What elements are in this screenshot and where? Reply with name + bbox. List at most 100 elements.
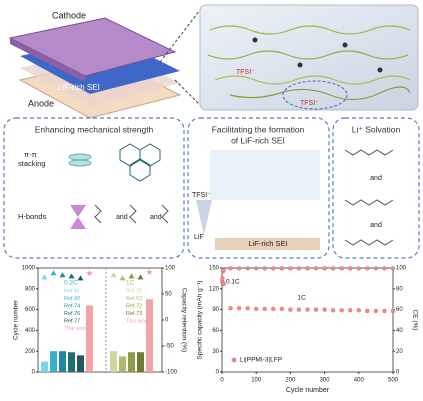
legend-marker xyxy=(231,357,237,363)
y2-axis-label: Capacity retention (%) xyxy=(180,288,187,352)
bar xyxy=(119,356,126,372)
panel-frame xyxy=(3,117,185,259)
anion-label: TFSI⁻ xyxy=(300,100,319,107)
panel-label: TFSI⁻ xyxy=(192,192,211,199)
legend-entry: Ref.60 xyxy=(64,296,80,302)
y-tick-label: 800 xyxy=(25,286,36,292)
data-point xyxy=(390,266,396,271)
x-tick-label: 0 xyxy=(220,378,224,384)
panel-title: Facilitating the formation xyxy=(212,124,305,134)
data-point xyxy=(245,266,250,271)
y-tick-label: 200 xyxy=(25,349,36,355)
y-axis-label: Cycle number xyxy=(13,299,20,340)
cathode-layer xyxy=(8,17,177,77)
bar xyxy=(146,299,153,372)
legend-entry: Ref.76 xyxy=(64,311,80,317)
retention-star xyxy=(86,269,93,277)
data-point xyxy=(254,266,259,271)
polymer-chain xyxy=(209,25,411,35)
data-point xyxy=(322,307,327,312)
data-point xyxy=(339,266,344,271)
retention-marker xyxy=(50,270,57,276)
data-point xyxy=(220,276,225,281)
data-point xyxy=(373,308,379,314)
data-point xyxy=(279,306,285,312)
data-point xyxy=(236,266,242,271)
data-point xyxy=(296,266,302,271)
panel-frame xyxy=(187,117,330,259)
panel-label: π-π xyxy=(24,150,37,159)
data-point xyxy=(365,308,370,314)
data-point xyxy=(262,266,267,271)
legend-entry: Ref.63 xyxy=(126,296,142,302)
polymer-chain xyxy=(207,50,409,60)
data-point xyxy=(330,308,336,313)
panel-label: LiF-rich SEI xyxy=(248,239,287,248)
group-label: 1C xyxy=(126,280,135,287)
y2-tick-label: 40 xyxy=(396,328,403,334)
y2-tick-label: 0 xyxy=(165,318,169,324)
data-point xyxy=(322,266,327,271)
legend-entry: Ref.72 xyxy=(126,303,142,309)
data-point xyxy=(245,306,250,311)
bar xyxy=(137,352,144,372)
x-tick-label: 100 xyxy=(251,378,262,384)
data-point xyxy=(390,308,396,314)
data-point xyxy=(373,266,379,271)
molecule-cluster xyxy=(210,150,320,200)
cathode-edge xyxy=(10,38,85,82)
bar xyxy=(77,355,84,372)
panel-label: and xyxy=(370,222,382,229)
data-point xyxy=(339,308,344,313)
y-tick-label: 150 xyxy=(209,266,220,272)
data-point xyxy=(271,306,276,312)
x-tick-label: 300 xyxy=(320,378,331,384)
hbond-icon xyxy=(70,217,86,229)
panel-label: stacking xyxy=(18,159,46,168)
y-tick-label: 120 xyxy=(209,286,220,292)
data-point xyxy=(262,306,267,312)
arrow-icon xyxy=(196,200,212,235)
data-point xyxy=(279,266,285,271)
sei-label: LiF-rich SEI xyxy=(58,83,100,92)
y-axis-label: Specific capacity (mAh g⁻¹) xyxy=(197,281,204,360)
hbond-icon xyxy=(70,205,86,217)
data-point xyxy=(271,266,276,271)
data-point xyxy=(228,306,233,311)
data-point xyxy=(254,306,259,312)
bar xyxy=(86,305,93,372)
bar xyxy=(110,351,117,372)
legend-entry: Li|PPMI-3|LFP xyxy=(240,357,282,364)
li-ion xyxy=(252,37,258,43)
zoom-line xyxy=(159,9,201,63)
x-axis-label: Cycle number xyxy=(286,387,330,394)
panel-label: and xyxy=(370,175,382,182)
data-point xyxy=(305,266,310,271)
retention-marker xyxy=(110,272,117,278)
y2-tick-label: 60 xyxy=(396,307,403,313)
y2-tick-label: 50 xyxy=(165,292,172,298)
y2-axis-label: CE (%) xyxy=(411,310,418,331)
mechanism-panels: Enhancing mechanical strength π-π stacki… xyxy=(3,117,420,259)
x-tick-label: 200 xyxy=(285,378,296,384)
li-ion xyxy=(377,67,383,73)
stack-icon xyxy=(68,159,92,167)
data-point xyxy=(313,266,319,271)
data-point xyxy=(221,281,226,287)
annotation: 0.1C xyxy=(226,279,240,286)
retention-marker xyxy=(77,275,84,281)
y2-tick-label: -50 xyxy=(165,344,174,350)
data-point xyxy=(365,266,370,271)
retention-marker xyxy=(41,274,48,280)
y-tick-label: 0 xyxy=(32,370,36,376)
panel-label: and xyxy=(116,214,128,221)
bar xyxy=(59,351,66,372)
retention-marker xyxy=(128,273,135,279)
li-ion xyxy=(297,62,303,68)
retention-marker xyxy=(68,273,75,279)
data-point xyxy=(348,308,353,313)
data-point xyxy=(356,266,361,271)
y-tick-label: 400 xyxy=(25,328,36,334)
